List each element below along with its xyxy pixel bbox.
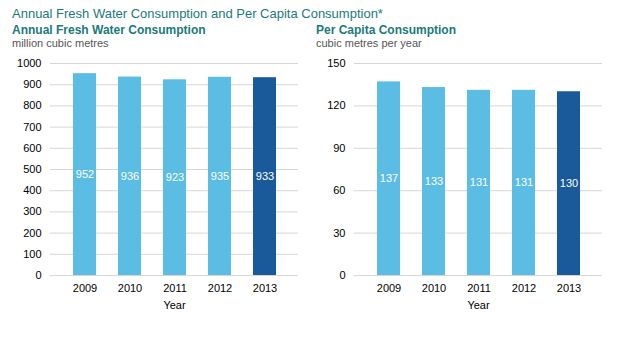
svg-text:900: 900 (23, 78, 41, 90)
svg-text:2010: 2010 (118, 282, 142, 294)
svg-text:2009: 2009 (377, 282, 401, 294)
svg-text:400: 400 (23, 184, 41, 196)
svg-text:2009: 2009 (73, 282, 97, 294)
svg-text:120: 120 (327, 99, 345, 111)
svg-text:2012: 2012 (208, 282, 232, 294)
svg-text:137: 137 (380, 172, 398, 184)
svg-text:500: 500 (23, 163, 41, 175)
svg-text:933: 933 (256, 170, 274, 182)
svg-text:2012: 2012 (512, 282, 536, 294)
svg-text:952: 952 (76, 168, 94, 180)
svg-text:131: 131 (470, 176, 488, 188)
svg-text:2010: 2010 (422, 282, 446, 294)
svg-text:60: 60 (333, 184, 345, 196)
svg-text:2013: 2013 (557, 282, 581, 294)
html-text:Per Capita Consumption: Per Capita Consumption (316, 23, 456, 37)
svg-text:700: 700 (23, 121, 41, 133)
html-text:Annual Fresh Water Consumption: Annual Fresh Water Consumption and Per C… (12, 6, 383, 21)
svg-text:923: 923 (166, 171, 184, 183)
svg-text:Year: Year (163, 299, 186, 311)
svg-text:600: 600 (23, 142, 41, 154)
svg-text:90: 90 (333, 142, 345, 154)
svg-text:150: 150 (327, 57, 345, 69)
svg-text:100: 100 (23, 248, 41, 260)
html-text:cubic metres per year: cubic metres per year (316, 37, 422, 49)
svg-text:130: 130 (560, 177, 578, 189)
html-text:Annual Fresh Water Consumption: Annual Fresh Water Consumption (12, 23, 206, 37)
svg-text:0: 0 (339, 269, 345, 281)
svg-text:2011: 2011 (163, 282, 187, 294)
svg-text:800: 800 (23, 99, 41, 111)
svg-text:131: 131 (515, 176, 533, 188)
svg-text:2013: 2013 (253, 282, 277, 294)
svg-text:935: 935 (211, 170, 229, 182)
svg-text:Year: Year (467, 299, 490, 311)
svg-text:1000: 1000 (17, 57, 41, 69)
svg-text:936: 936 (121, 170, 139, 182)
svg-text:133: 133 (425, 175, 443, 187)
svg-text:200: 200 (23, 227, 41, 239)
html-text:million cubic metres: million cubic metres (12, 37, 109, 49)
svg-text:300: 300 (23, 205, 41, 217)
svg-text:2011: 2011 (467, 282, 491, 294)
svg-text:0: 0 (35, 269, 41, 281)
svg-text:30: 30 (333, 227, 345, 239)
